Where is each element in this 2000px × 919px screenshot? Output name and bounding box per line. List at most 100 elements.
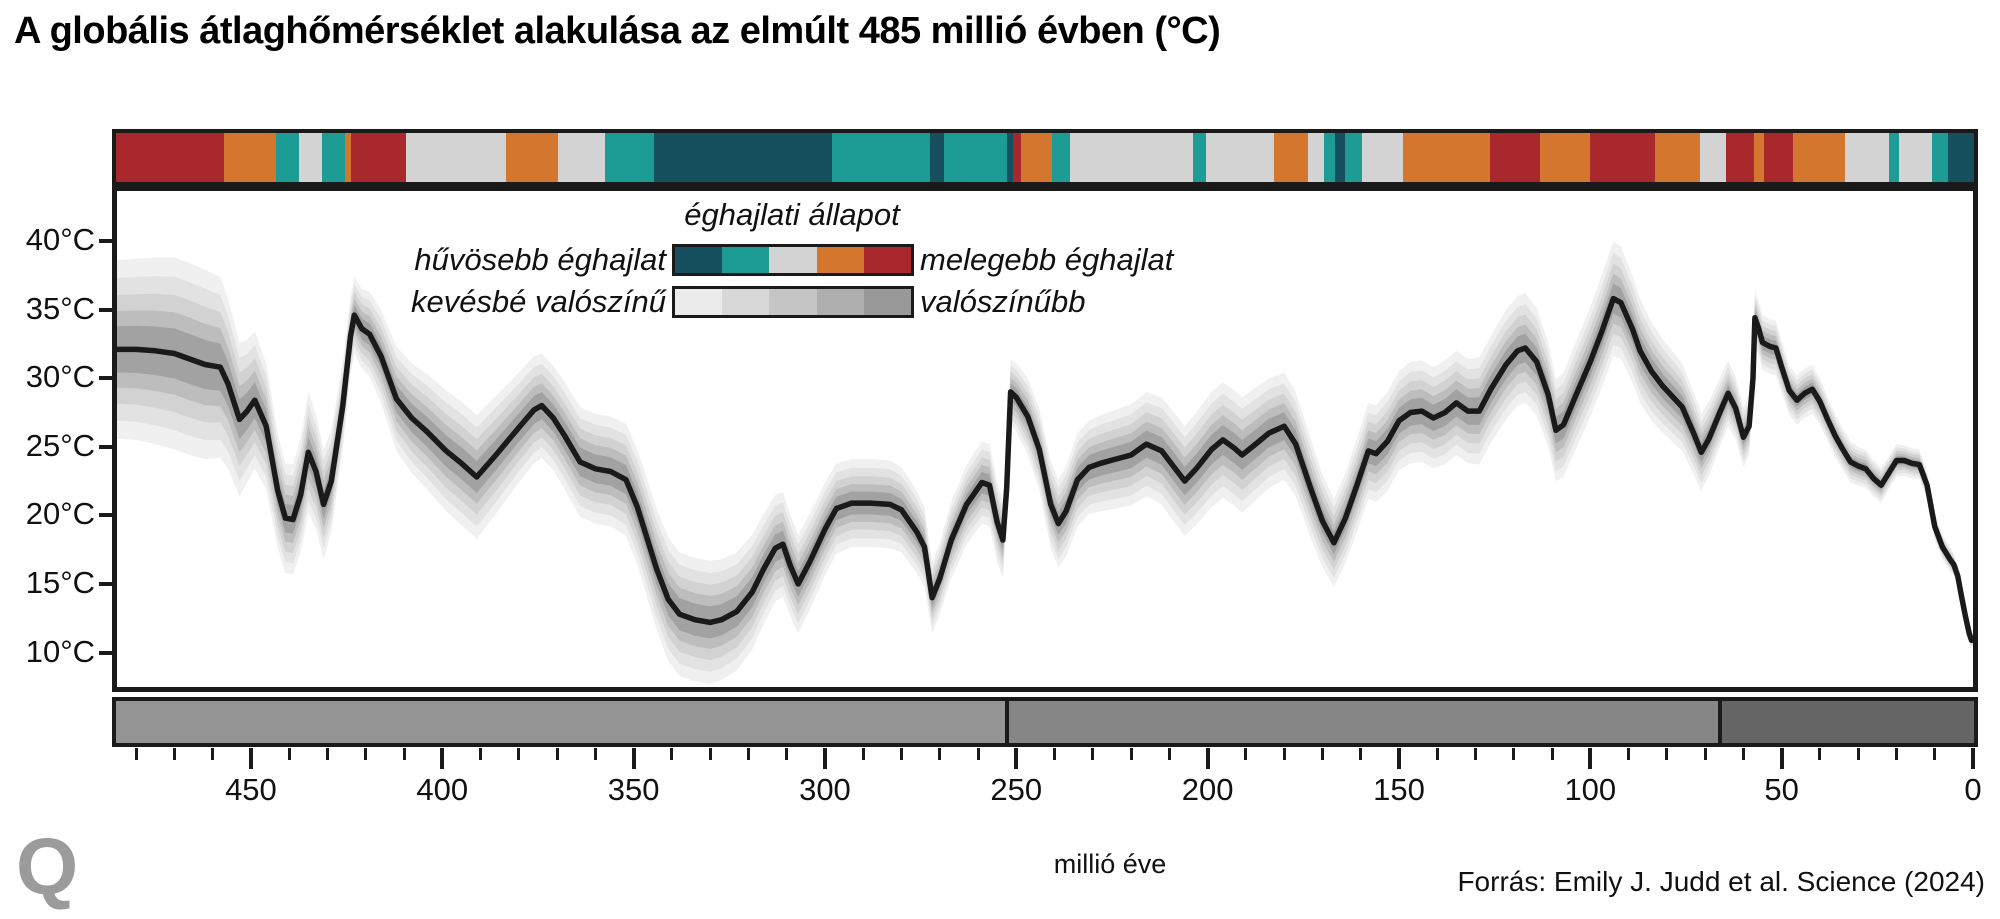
x-tick-50 [1779,748,1784,769]
source-note: Forrás: Emily J. Judd et al. Science (20… [1457,866,1985,897]
likelihood-swatch-3 [769,289,817,315]
y-tick-30 [99,376,113,381]
x-tick-label-150: 150 [1373,772,1425,807]
uncertainty-band-5 [117,283,1973,642]
x-tick-label-450: 450 [225,772,277,807]
climate-band-segment-teal [604,133,654,182]
x-minor-tick-370 [555,748,559,760]
climate-band-segment-lightgray [1069,133,1193,182]
x-tick-label-350: 350 [607,772,660,807]
climate-band-segment-teal [322,133,346,182]
x-minor-tick-480 [134,748,138,760]
climate-band-segment-darkteal [653,133,833,182]
climate-band-segment-lightgray [1205,133,1274,182]
climate-state-band [112,129,1978,186]
x-minor-tick-240 [1053,748,1057,760]
x-minor-tick-180 [1282,748,1286,760]
x-tick-250 [1014,748,1019,769]
x-minor-tick-280 [899,748,903,760]
legend-climate-swatches [672,244,914,276]
x-minor-tick-140 [1435,748,1439,760]
x-minor-tick-360 [593,748,597,760]
y-tick-15 [99,582,113,586]
legend-likelihood-swatches [672,286,914,318]
era-segment-3 [1722,701,1974,743]
climate-band-segment-darkred [1013,133,1022,182]
legend-more-likely-label: valószínűbb [920,284,1086,319]
climate-band-segment-darkred [1725,133,1754,182]
likelihood-swatch-2 [722,289,770,315]
climate-band-segment-darkteal [1007,133,1014,182]
y-tick-label-35: 35°C [25,290,95,326]
climate-band-segment-lightgray [299,133,323,182]
climate-band-segment-orange [1403,133,1491,182]
x-minor-tick-40 [1818,748,1822,760]
legend-title: éghajlati állapot [684,197,900,232]
likelihood-swatch-4 [816,289,864,315]
x-tick-label-100: 100 [1564,772,1617,807]
x-tick-300 [822,748,827,769]
climate-band-segment-darkteal [1334,133,1345,182]
climate-swatch-darkteal [675,247,723,273]
climate-band-segment-darkred [116,133,225,182]
climate-band-segment-teal [276,133,300,182]
x-minor-tick-340 [670,748,674,760]
legend-warm-label: melegebb éghajlat [920,242,1174,277]
climate-band-segment-orange [1753,133,1764,182]
climate-band-segment-teal [1888,133,1899,182]
x-minor-tick-440 [287,748,291,760]
y-tick-40 [99,239,113,243]
climate-band-segment-lightgray [1307,133,1324,182]
y-tick-10 [99,650,113,655]
x-minor-tick-290 [861,748,865,760]
x-minor-tick-310 [785,748,789,760]
x-minor-tick-110 [1550,748,1554,760]
climate-band-segment-teal [944,133,1008,182]
climate-band-segment-orange [1021,133,1053,182]
x-minor-tick-330 [708,748,712,760]
x-minor-tick-210 [1167,748,1171,760]
y-tick-label-15: 15°C [25,565,95,600]
x-minor-tick-390 [479,748,483,760]
x-minor-tick-380 [517,748,521,760]
climate-band-segment-darkteal [930,133,945,182]
x-minor-tick-80 [1665,748,1669,760]
x-tick-100 [1588,748,1593,769]
x-minor-tick-90 [1627,748,1631,760]
x-axis-title: millió éve [1053,849,1167,879]
climate-swatch-teal [722,247,770,273]
climate-swatch-orange [816,247,864,273]
climate-band-segment-lightgray [406,133,506,182]
climate-band-segment-lightgray [1898,133,1932,182]
x-minor-tick-420 [364,748,368,760]
x-minor-tick-470 [172,748,176,760]
x-minor-tick-120 [1512,748,1516,760]
x-minor-tick-20 [1894,748,1898,760]
era-segment-2 [1008,701,1723,743]
climate-band-segment-teal [1344,133,1362,182]
geologic-era-bar [112,697,1978,747]
x-minor-tick-70 [1703,748,1707,760]
era-segment-1 [116,701,1009,743]
climate-band-segment-darkred [351,133,407,182]
x-minor-tick-430 [325,748,329,760]
climate-band-segment-lightgray [1362,133,1404,182]
x-minor-tick-30 [1856,748,1860,760]
climate-band-segment-teal [1323,133,1335,182]
climate-band-segment-darkred [1490,133,1541,182]
y-tick-label-25: 25°C [25,427,95,463]
climate-band-segment-teal [832,133,931,182]
x-minor-tick-160 [1359,748,1363,760]
climate-band-segment-orange [1273,133,1308,182]
x-tick-label-50: 50 [1764,772,1799,807]
climate-band-segment-orange [1792,133,1845,182]
x-tick-label-0: 0 [1964,772,1982,807]
climate-band-segment-teal [1931,133,1948,182]
climate-band-segment-orange [505,133,558,182]
x-tick-label-200: 200 [1181,772,1234,807]
climate-band-segment-darkteal [1947,133,1974,182]
x-tick-0 [1971,748,1975,769]
publisher-logo: Q [16,822,79,911]
x-tick-label-400: 400 [416,772,469,807]
